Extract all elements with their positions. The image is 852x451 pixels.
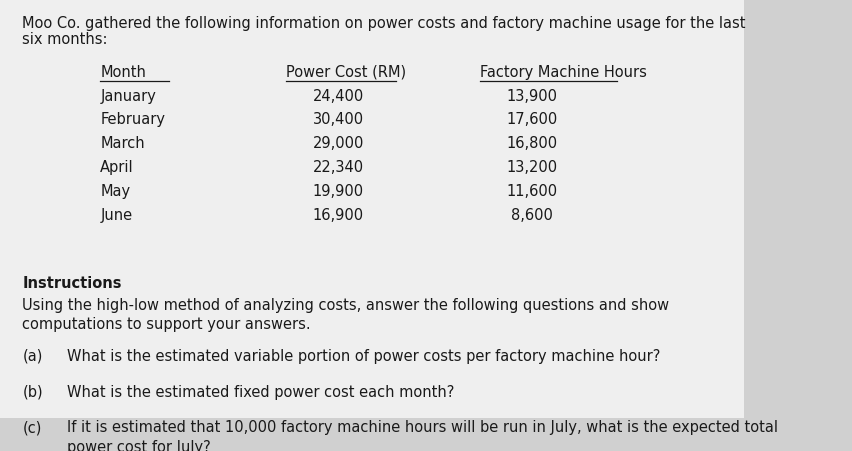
Text: 8,600: 8,600 [510, 208, 552, 223]
Text: Month: Month [101, 65, 146, 80]
Text: 30,400: 30,400 [313, 112, 364, 128]
Text: computations to support your answers.: computations to support your answers. [22, 317, 311, 332]
Text: 19,900: 19,900 [313, 184, 364, 199]
Text: 16,800: 16,800 [505, 136, 556, 151]
Text: (c): (c) [22, 420, 42, 435]
Text: Using the high-low method of analyzing costs, answer the following questions and: Using the high-low method of analyzing c… [22, 298, 669, 313]
Text: power cost for July?: power cost for July? [66, 440, 210, 451]
Text: Power Cost (RM): Power Cost (RM) [286, 65, 406, 80]
Text: 13,900: 13,900 [505, 88, 556, 104]
Text: (b): (b) [22, 385, 43, 400]
Text: 24,400: 24,400 [313, 88, 364, 104]
Text: Factory Machine Hours: Factory Machine Hours [479, 65, 646, 80]
Text: 11,600: 11,600 [505, 184, 556, 199]
Text: six months:: six months: [22, 32, 107, 47]
Text: 13,200: 13,200 [505, 160, 556, 175]
Text: February: February [101, 112, 165, 128]
Text: April: April [101, 160, 134, 175]
Text: 16,900: 16,900 [313, 208, 364, 223]
Text: If it is estimated that 10,000 factory machine hours will be run in July, what i: If it is estimated that 10,000 factory m… [66, 420, 777, 435]
Text: 17,600: 17,600 [505, 112, 556, 128]
Text: Instructions: Instructions [22, 276, 122, 291]
Text: What is the estimated variable portion of power costs per factory machine hour?: What is the estimated variable portion o… [66, 349, 659, 364]
FancyBboxPatch shape [0, 0, 743, 418]
Text: Moo Co. gathered the following information on power costs and factory machine us: Moo Co. gathered the following informati… [22, 16, 745, 31]
Text: January: January [101, 88, 156, 104]
Text: 22,340: 22,340 [313, 160, 364, 175]
Text: What is the estimated fixed power cost each month?: What is the estimated fixed power cost e… [66, 385, 454, 400]
Text: (a): (a) [22, 349, 43, 364]
Text: June: June [101, 208, 132, 223]
Text: 29,000: 29,000 [313, 136, 364, 151]
Text: May: May [101, 184, 130, 199]
Text: March: March [101, 136, 145, 151]
